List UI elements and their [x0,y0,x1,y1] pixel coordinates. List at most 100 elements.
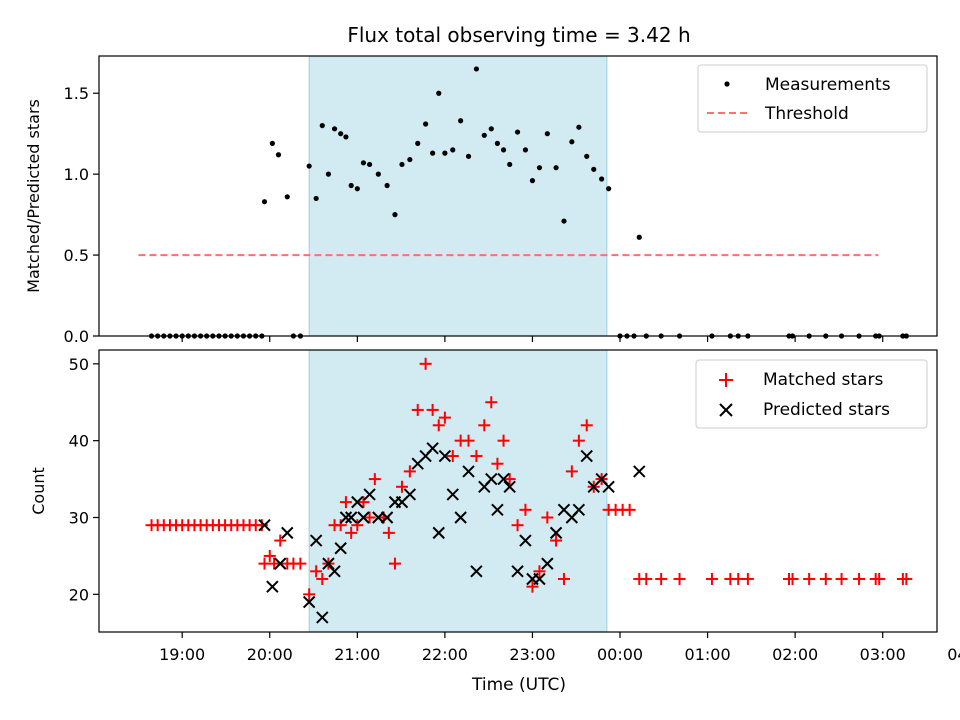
x-tick-label: 02:00 [772,645,818,664]
matched-star-point [382,526,395,539]
matched-star-point [655,572,668,585]
legend-label-matched: Matched stars [763,370,883,390]
matched-star-point [478,419,491,432]
predicted-star-point [351,495,364,509]
measurement-point [284,194,290,200]
y-tick-label: 30 [69,509,89,528]
predicted-star-point [403,488,417,501]
x-tick-label: 00:00 [597,645,643,664]
x-tick-label: 04:00 [947,645,960,664]
measurement-point [415,140,421,146]
measurement-point [430,150,436,156]
legend-marker-measurements [724,81,730,87]
measurement-point [522,147,529,153]
measurement-point [636,234,642,240]
measurement-point [306,163,312,169]
matched-star-point [565,465,578,478]
predicted-star-point [485,472,498,486]
x-tick-label: 21:00 [334,645,380,664]
matched-star-point [388,557,401,570]
predicted-star-point [511,565,524,578]
predicted-star-point [363,488,376,501]
predicted-star-point [281,526,294,540]
predicted-star-point [503,480,516,493]
legend-marker-predicted [719,403,733,417]
count-plot-frame [98,349,938,633]
x-tick-label: 20:00 [247,645,293,664]
predicted-star-point [372,511,385,524]
measurement-point [354,186,360,192]
measurement-point [343,134,349,140]
measurement-point [514,129,521,135]
measurement-point [348,182,354,189]
count-panel: 20 30 40 50 19:00 20:00 21:00 22:00 23:00 00:00 0… [29,349,960,695]
predicted-star-point [462,465,475,478]
matched-star-point [497,434,510,447]
predicted-star-point [344,511,358,524]
measurement-point [544,131,550,137]
measurement-point [313,195,319,202]
legend-label-threshold: Threshold [764,104,849,124]
matched-star-point [819,572,832,585]
matched-star-point [705,572,718,585]
measurement-point [507,161,513,168]
predicted-star-point [519,534,532,547]
matched-star-point [511,519,524,532]
ratio-legend: Measurements Threshold [697,64,928,133]
matched-star-point [786,572,799,585]
measurement-point [392,212,398,218]
measurement-point [591,166,597,172]
x-tick-label: 22:00 [422,645,468,664]
measurement-point [338,131,344,137]
predicted-star-point [258,518,271,532]
measurement-point [606,186,612,192]
matched-star-point [462,434,475,447]
measurement-point [576,124,582,130]
predicted-star-point [438,449,452,463]
matched-star-point [339,496,352,509]
matched-star-point [623,503,636,516]
count-legend-box [695,359,928,429]
measurement-point [599,176,605,182]
matched-star-point [363,511,376,524]
count-y-ticks: 20 30 40 50 [69,355,99,604]
ratio-plot-frame [98,55,938,337]
measurement-point [561,218,567,224]
predicted-star-point [497,472,510,486]
measurement-point [473,66,480,72]
measurement-point [325,171,332,177]
chart-title: Flux total observing time = 3.42 h [347,23,690,47]
ratio-y-ticks: 0.0 0.5 1.0 1.5 [64,84,99,346]
measurement-point [488,126,494,132]
predicted-star-point [274,557,287,570]
matched-star-point [741,572,754,585]
measurement-point [536,165,543,171]
predicted-star-point [426,442,439,455]
predicted-star-point [533,572,546,586]
measurement-point [465,153,472,159]
y-tick-label: 0.5 [64,246,89,265]
legend-marker-matched [719,373,733,387]
matched-star-point [438,411,451,424]
predicted-star-point [572,503,586,517]
predicted-star-point [339,511,353,524]
measurement-point [442,150,448,156]
predicted-star-point [316,611,329,624]
predicted-star-point [334,542,347,555]
matched-star-point [491,457,504,470]
x-tick-label: 19:00 [159,645,205,664]
matched-star-point [900,572,913,585]
matched-star-point [485,396,498,409]
matched-stars-points [145,357,913,601]
measurement-point [407,156,413,163]
matched-star-point [673,572,686,585]
x-tick-label: 01:00 [685,645,731,664]
measurement-point [569,139,575,145]
y-tick-label: 1.0 [64,165,89,184]
matched-star-point [526,580,539,593]
y-tick-label: 50 [69,355,89,374]
matched-star-point [403,465,416,478]
measurement-point [423,121,429,127]
matched-star-point [310,565,323,578]
